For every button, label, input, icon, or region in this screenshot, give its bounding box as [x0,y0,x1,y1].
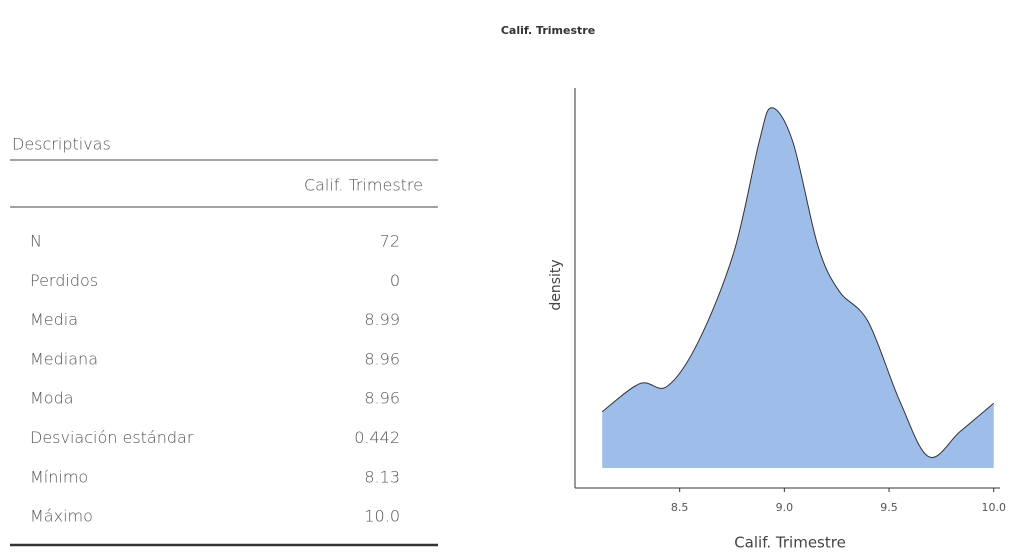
x-tick-label: 9.5 [880,501,898,514]
row-label: Media [30,310,78,329]
x-axis-label: Calif. Trimestre [734,534,846,552]
x-tick-label: 9.0 [776,501,794,514]
row-value: 0.442 [354,428,400,447]
row-label: Perdidos [30,271,98,290]
density-area [602,107,994,468]
row-label: Mediana [30,349,98,368]
row-value: 10.0 [364,507,400,526]
row-label: N [30,232,42,251]
row-value: 8.13 [364,467,400,486]
row-label: Moda [30,389,74,408]
row-value: 72 [380,232,400,251]
x-tick-label: 8.5 [671,501,689,514]
density-line [601,107,995,458]
y-axis-label: density [548,259,564,310]
table-title: Descriptivas [12,135,111,154]
x-tick-label: 10.0 [981,501,1006,514]
row-label: Desviación estándar [30,428,194,447]
row-value: 8.99 [364,310,400,329]
row-value: 8.96 [364,349,400,368]
row-label: Máximo [30,507,93,526]
row-value: 0 [390,271,400,290]
row-label: Mínimo [30,467,88,486]
row-value: 8.96 [364,389,400,408]
chart-title: Calif. Trimestre [501,24,595,37]
table-header: Calif. Trimestre [304,176,423,195]
